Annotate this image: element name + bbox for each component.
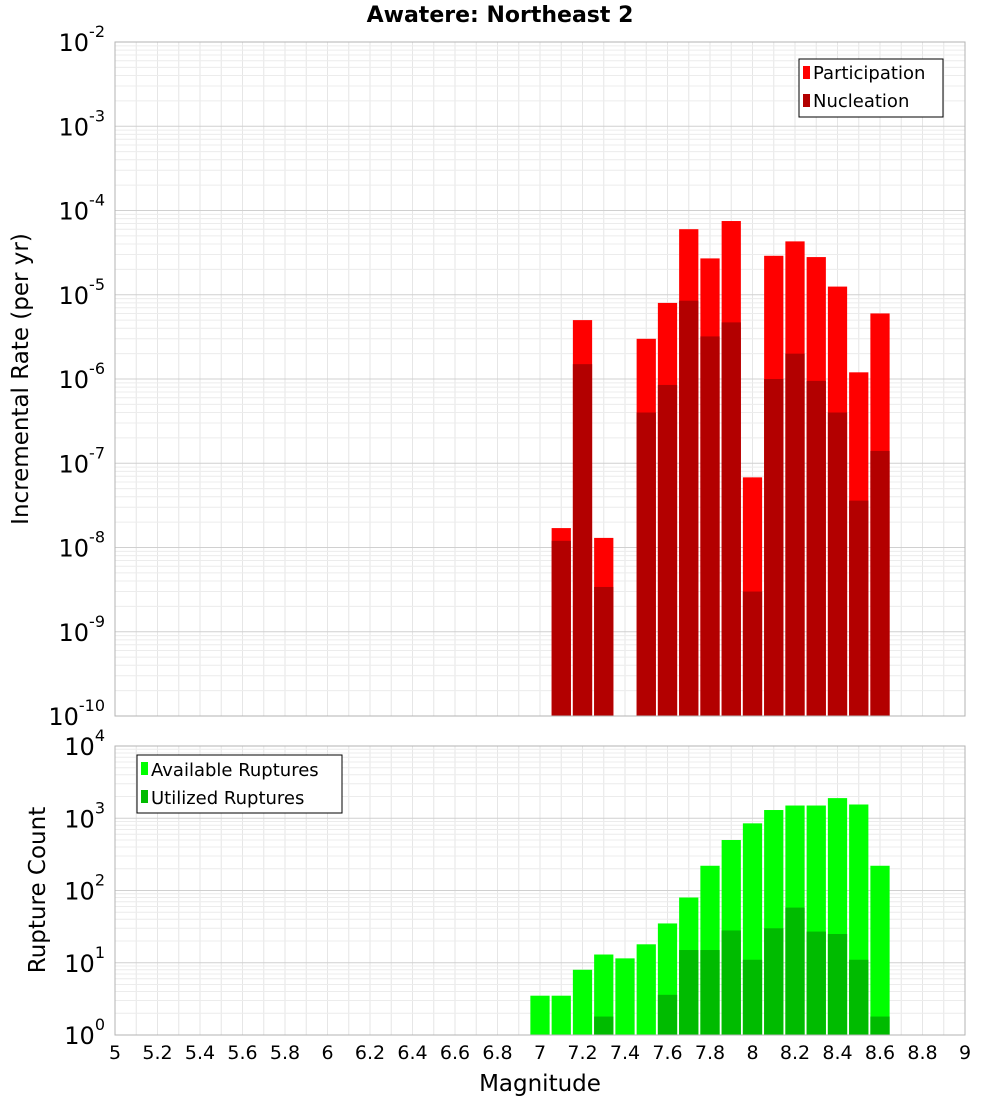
rate-y-tick-label: 10-2 (59, 22, 106, 57)
count-y-tick-label: 101 (64, 943, 105, 978)
rate-y-tick-label: 10-8 (59, 528, 106, 563)
available-legend-swatch (141, 762, 148, 775)
count-bar-available-ruptures (615, 958, 635, 1035)
magnitude-x-tick-label: 7.2 (567, 1042, 597, 1064)
count-bar-utilized-ruptures (764, 928, 784, 1035)
magnitude-x-tick-label: 5.2 (142, 1042, 172, 1064)
rate-legend-box (798, 58, 944, 118)
count-bar-available-ruptures (870, 865, 890, 1035)
rate-panel: 10-10 10-9 10-8 10-7 10-6 10-5 10-4 10-3 10-2 In… (8, 22, 966, 731)
participation-legend-swatch (803, 66, 810, 79)
count-bar-utilized-ruptures (785, 907, 805, 1035)
magnitude-x-tick-label: 7.6 (652, 1042, 682, 1064)
utilized-legend-label: Utilized Ruptures (151, 788, 304, 809)
participation-legend-label: Participation (813, 63, 925, 84)
count-y-tick-label: 100 (64, 1015, 105, 1050)
rate-bar-nucleation (572, 364, 593, 716)
x-axis-label: Magnitude (479, 1071, 601, 1097)
count-y-tick-labels: 100 101 102 103 104 (64, 726, 105, 1050)
rate-bar-nucleation (849, 500, 869, 716)
count-bar-available-ruptures (572, 969, 593, 1035)
rate-y-tick-labels: 10-10 10-9 10-8 10-7 10-6 10-5 10-4 10-3 10-2 (48, 22, 105, 731)
magnitude-x-tick-label: 5.8 (270, 1042, 300, 1064)
count-bar-available-ruptures (594, 954, 614, 1035)
rate-bar-nucleation (594, 586, 614, 716)
magnitude-x-tick-label: 5.4 (185, 1042, 215, 1064)
magnitude-x-tick-label: 6 (321, 1042, 333, 1064)
nucleation-legend-swatch (803, 94, 810, 107)
rate-bar-nucleation (870, 450, 890, 716)
count-legend: Available Ruptures Utilized Ruptures (136, 754, 343, 814)
count-legend-box (136, 754, 343, 814)
rate-bar-nucleation (679, 300, 699, 716)
rate-bar-nucleation (827, 412, 848, 716)
count-bar-utilized-ruptures (827, 933, 848, 1035)
magnitude-x-tick-labels: 5 5.2 5.4 5.6 5.8 6 6.2 6.4 6.6 6.8 7 7.2 7.4 7.6 7.8 8… (109, 1042, 971, 1064)
count-bar-utilized-ruptures (870, 1016, 890, 1035)
rate-bar-nucleation (657, 384, 678, 716)
rate-bars (551, 221, 890, 717)
rate-y-axis-label: Incremental Rate (per yr) (8, 233, 34, 525)
magnitude-x-tick-label: 7.4 (610, 1042, 640, 1064)
count-bar-available-ruptures (530, 995, 550, 1035)
count-bar-available-ruptures (551, 995, 571, 1035)
count-plot-frame (114, 745, 966, 1036)
count-bars (530, 798, 890, 1035)
count-bar-utilized-ruptures (849, 959, 869, 1035)
rate-plot-frame (114, 41, 966, 717)
available-legend-label: Available Ruptures (151, 760, 319, 781)
count-y-tick-label: 102 (64, 871, 105, 906)
rate-bar-nucleation (700, 336, 720, 716)
count-y-tick-label: 103 (64, 798, 105, 833)
nucleation-legend-label: Nucleation (813, 91, 909, 112)
count-bar-utilized-ruptures (742, 959, 763, 1035)
rate-y-tick-label: 10-7 (59, 443, 106, 478)
count-bar-utilized-ruptures (700, 950, 720, 1035)
utilized-legend-swatch (141, 790, 148, 803)
magnitude-x-tick-label: 8.4 (822, 1042, 852, 1064)
magnitude-x-tick-label: 5.6 (227, 1042, 257, 1064)
magnitude-x-tick-label: 5 (109, 1042, 121, 1064)
magnitude-x-tick-label: 6.6 (440, 1042, 470, 1064)
rate-y-tick-label: 10-5 (59, 275, 106, 310)
rate-y-tick-label: 10-6 (59, 359, 106, 394)
rate-bar-nucleation (785, 353, 805, 716)
magnitude-x-tick-label: 6.8 (482, 1042, 512, 1064)
count-y-tick-label: 104 (64, 726, 105, 761)
magnitude-x-tick-label: 7 (534, 1042, 546, 1064)
count-bar-utilized-ruptures (594, 1016, 614, 1035)
rate-bar-nucleation (721, 322, 741, 716)
rate-bar-nucleation (742, 591, 763, 716)
magnitude-x-tick-label: 9 (959, 1042, 971, 1064)
magnitude-x-tick-label: 8.8 (907, 1042, 937, 1064)
chart-title: Awatere: Northeast 2 (367, 3, 634, 28)
rate-y-tick-label: 10-9 (59, 612, 106, 647)
rate-bar-nucleation (636, 412, 656, 716)
magnitude-x-tick-label: 8 (746, 1042, 758, 1064)
rate-y-tick-label: 10-3 (59, 106, 106, 141)
magnitude-x-tick-label: 6.2 (355, 1042, 385, 1064)
rate-y-tick-label: 10-4 (59, 191, 106, 226)
magnitude-x-tick-label: 7.8 (695, 1042, 725, 1064)
count-bar-utilized-ruptures (657, 994, 678, 1035)
count-bar-available-ruptures (636, 944, 656, 1035)
rate-bar-nucleation (806, 380, 826, 716)
count-panel: 100 101 102 103 104 5 5.2 5.4 5.6 5.8 6 6.2 6.4 6.6 6… (25, 726, 971, 1097)
count-bar-utilized-ruptures (806, 931, 826, 1035)
magnitude-x-tick-label: 8.2 (780, 1042, 810, 1064)
rate-bar-nucleation (764, 379, 784, 716)
rate-bar-nucleation (551, 540, 571, 716)
count-bar-utilized-ruptures (721, 930, 741, 1035)
magnitude-x-tick-label: 6.4 (397, 1042, 427, 1064)
count-bar-utilized-ruptures (679, 950, 699, 1035)
rate-y-tick-label: 10-10 (48, 696, 105, 731)
count-y-axis-label: Rupture Count (25, 807, 51, 973)
magnitude-x-tick-label: 8.6 (865, 1042, 895, 1064)
rate-legend: Participation Nucleation (798, 58, 944, 118)
